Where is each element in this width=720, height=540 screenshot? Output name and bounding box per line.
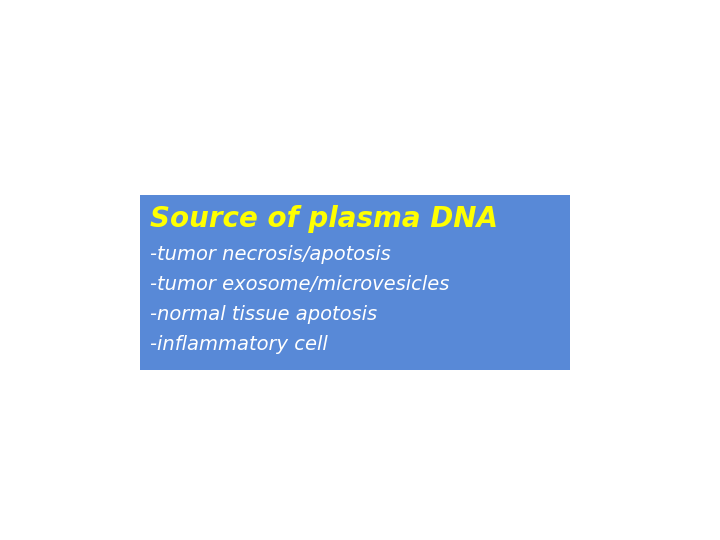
- FancyBboxPatch shape: [140, 195, 570, 370]
- Text: -tumor necrosis/apotosis: -tumor necrosis/apotosis: [150, 245, 391, 264]
- Text: -normal tissue apotosis: -normal tissue apotosis: [150, 305, 377, 324]
- Text: -tumor exosome/microvesicles: -tumor exosome/microvesicles: [150, 275, 449, 294]
- Text: Source of plasma DNA: Source of plasma DNA: [150, 205, 498, 233]
- Text: -inflammatory cell: -inflammatory cell: [150, 335, 328, 354]
